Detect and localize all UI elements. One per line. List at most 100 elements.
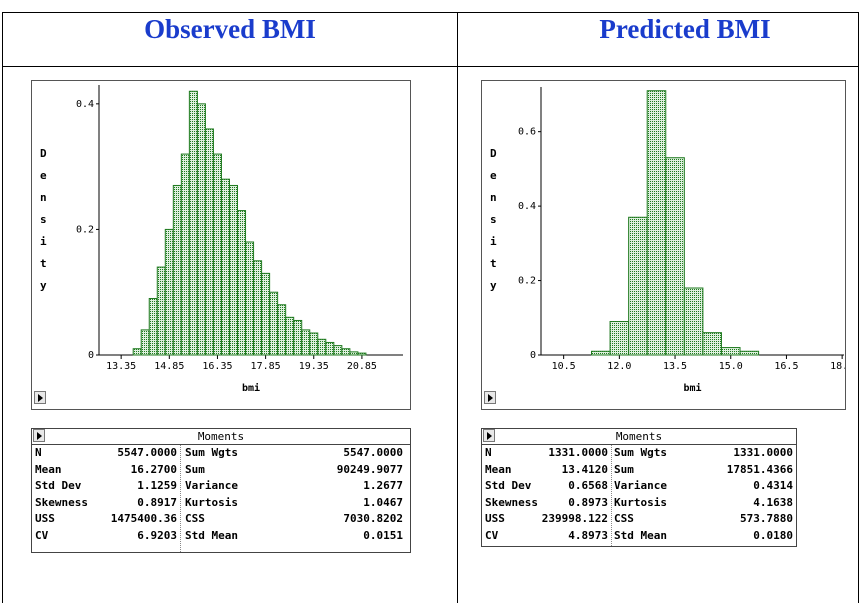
table-row: USS 1475400.36 CSS 7030.8202 [32,511,410,528]
stat-value: 90249.9077 [336,462,403,476]
expand-button[interactable] [34,391,46,404]
table-row: N 5547.0000 Sum Wgts 5547.0000 [32,445,410,462]
table-header: Moments [482,429,796,445]
bar [212,153,222,356]
stat-name: Sum Wgts [185,446,238,459]
stat-value: 1331.0000 [548,446,608,459]
bar [591,350,611,356]
bar [628,216,648,356]
y-tick-label: 0 [530,350,536,361]
stat-name: USS [35,512,55,525]
bar [156,266,166,356]
stat-value: 0.8973 [568,495,608,509]
stat-name: Kurtosis [614,495,667,509]
stat-name: N [485,446,492,459]
bar [309,332,319,356]
column-separator [180,445,181,552]
stat-value: 5547.0000 [343,446,403,459]
table-row: Mean 16.2700 Sum 90249.9077 [32,462,410,479]
stat-name: Skewness [485,495,538,509]
header-rule [2,66,858,67]
table-row: Std Dev 1.1259 Variance 1.2677 [32,478,410,495]
bar [720,347,741,356]
bar [301,329,311,356]
x-tick-label: 17.85 [251,361,281,372]
plot-frame: 0 0.2 0.4 13.35 14.85 16.35 17.85 19.35 20.85 bmi… [31,80,411,410]
chart: 0 0.2 0.4 0.6 10.5 12.0 13.5 15.0 16.5 18.0 bmi [518,87,854,394]
bar [220,178,230,356]
stat-value: 17851.4366 [726,462,793,476]
bar [261,272,271,356]
bar [646,90,667,356]
bar [228,184,239,356]
x-tick-label: 16.5 [774,361,798,372]
table-button[interactable] [33,429,45,442]
stat-name: Std Mean [614,528,667,542]
stat-value: 1.2677 [363,479,403,492]
expand-button[interactable] [484,391,496,404]
x-tick-label: 15.0 [719,361,743,372]
stat-name: Mean [485,462,512,476]
y-tick-label: 0.4 [76,99,94,110]
x-tick-label: 16.35 [202,361,232,372]
bar [325,341,335,356]
x-tick-label: 14.85 [154,361,184,372]
stat-name: Skewness [35,495,88,509]
stat-name: Kurtosis [185,495,238,509]
table-row: CV 4.8973 Std Mean 0.0180 [482,528,796,545]
stat-name: CSS [614,512,634,525]
stat-value: 0.0151 [363,528,403,542]
moments-table: Moments N 5547.0000 Sum Wgts 5547.0000 Mean 16… [31,428,411,553]
stat-value: 4.8973 [568,528,608,542]
bar [357,352,367,356]
bar [683,287,704,356]
stat-name: Sum Wgts [614,446,667,459]
stat-name: Variance [185,479,238,492]
y-tick-label: 0.2 [518,276,536,287]
stat-value: 1.1259 [137,479,177,492]
moments-table: Moments N 1331.0000 Sum Wgts 1331.0000 Mean 13… [481,428,797,547]
stat-value: 0.8917 [137,495,177,509]
stat-name: Variance [614,479,667,492]
plot-frame: 0 0.2 0.4 0.6 10.5 12.0 13.5 15.0 16.5 18.0 bmi Den… [481,80,854,410]
stat-name: CSS [185,512,205,525]
bar [132,348,142,356]
chart: 0 0.2 0.4 13.35 14.85 16.35 17.85 19.35 20.85 bmi [76,85,403,394]
stat-value: 13.4120 [561,462,608,476]
x-tick-label: 13.35 [106,361,136,372]
stat-value: 7030.8202 [343,512,403,525]
table-row: Skewness 0.8917 Kurtosis 1.0467 [32,495,410,512]
bar [293,319,303,356]
bar [172,184,182,356]
table-row: Mean 13.4120 Sum 17851.4366 [482,462,796,479]
stat-name: Sum [614,462,634,476]
y-axis-label: Density [40,147,47,292]
stat-value: 0.4314 [753,479,793,492]
stat-value: 5547.0000 [117,446,177,459]
y-axis-label: Density [490,147,497,292]
stat-name: CV [485,528,499,542]
stat-name: N [35,446,42,459]
y-tick-label: 0.2 [76,224,94,235]
stat-name: USS [485,512,505,525]
stat-name: Std Dev [35,479,82,492]
table-title: Moments [615,430,663,443]
header: Observed BMI [144,14,316,44]
stat-name: Std Mean [185,528,238,542]
bar [180,153,190,356]
bar [196,103,206,356]
column-separator [611,445,612,546]
bar [188,90,198,356]
stat-name: Mean [35,462,62,476]
table-row: Std Dev 0.6568 Variance 0.4314 [482,478,796,495]
table-row: CV 6.9203 Std Mean 0.0151 [32,528,410,545]
outer-border [2,12,859,603]
table-button[interactable] [483,429,495,442]
bar [349,351,359,356]
bar [269,291,279,356]
x-axis-label: bmi [242,382,260,394]
bar [204,128,214,356]
stat-value: 4.1638 [753,495,793,509]
stat-value: 573.7880 [740,512,793,525]
x-tick-label: 20.85 [347,361,377,372]
